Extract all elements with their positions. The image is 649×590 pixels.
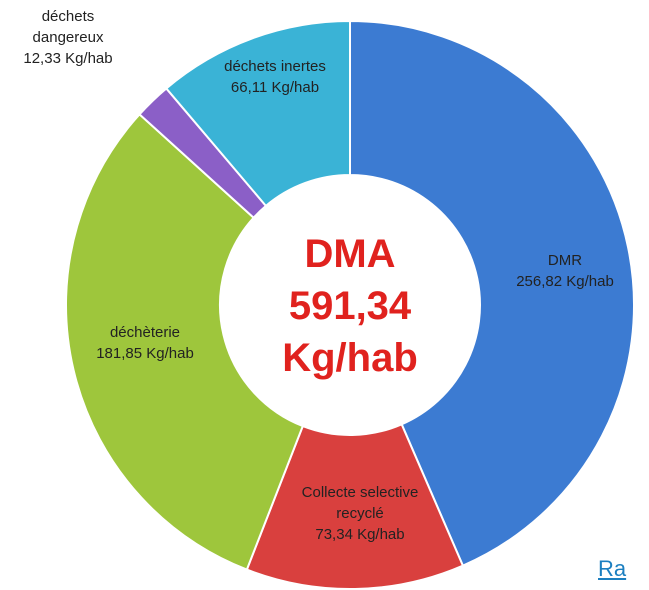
slice-label: Collecte selective recyclé 73,34 Kg/hab	[285, 482, 435, 545]
value-label: 66,11 Kg/hab	[230, 79, 320, 96]
center-label: Kg/hab	[282, 336, 418, 380]
slice-label: DMR 256,82 Kg/hab	[470, 250, 649, 292]
center-label: 591,34	[288, 284, 412, 328]
category-label: DMR	[547, 252, 583, 269]
value-label: 12,33 Kg/hab	[23, 50, 113, 67]
slice	[245, 422, 465, 590]
center-label: DMA	[304, 232, 396, 276]
slice-label: déchets dangereux 12,33 Kg/hab	[13, 6, 123, 69]
value-label: 256,82 Kg/hab	[516, 273, 614, 290]
slice-label: déchets inertes 66,11 Kg/hab	[200, 56, 350, 98]
category-label: déchèterie	[109, 324, 181, 341]
category-label: déchets dangereux	[32, 8, 104, 46]
value-label: 73,34 Kg/hab	[315, 526, 405, 543]
category-label: déchets inertes	[224, 58, 326, 75]
category-label: Collecte selective recyclé	[301, 484, 419, 522]
slice-label: déchèterie 181,85 Kg/hab	[50, 322, 240, 364]
slice	[164, 19, 351, 208]
link[interactable]: Ra	[598, 556, 627, 581]
value-label: 181,85 Kg/hab	[96, 345, 194, 362]
slice	[65, 112, 305, 571]
slice	[349, 19, 635, 567]
